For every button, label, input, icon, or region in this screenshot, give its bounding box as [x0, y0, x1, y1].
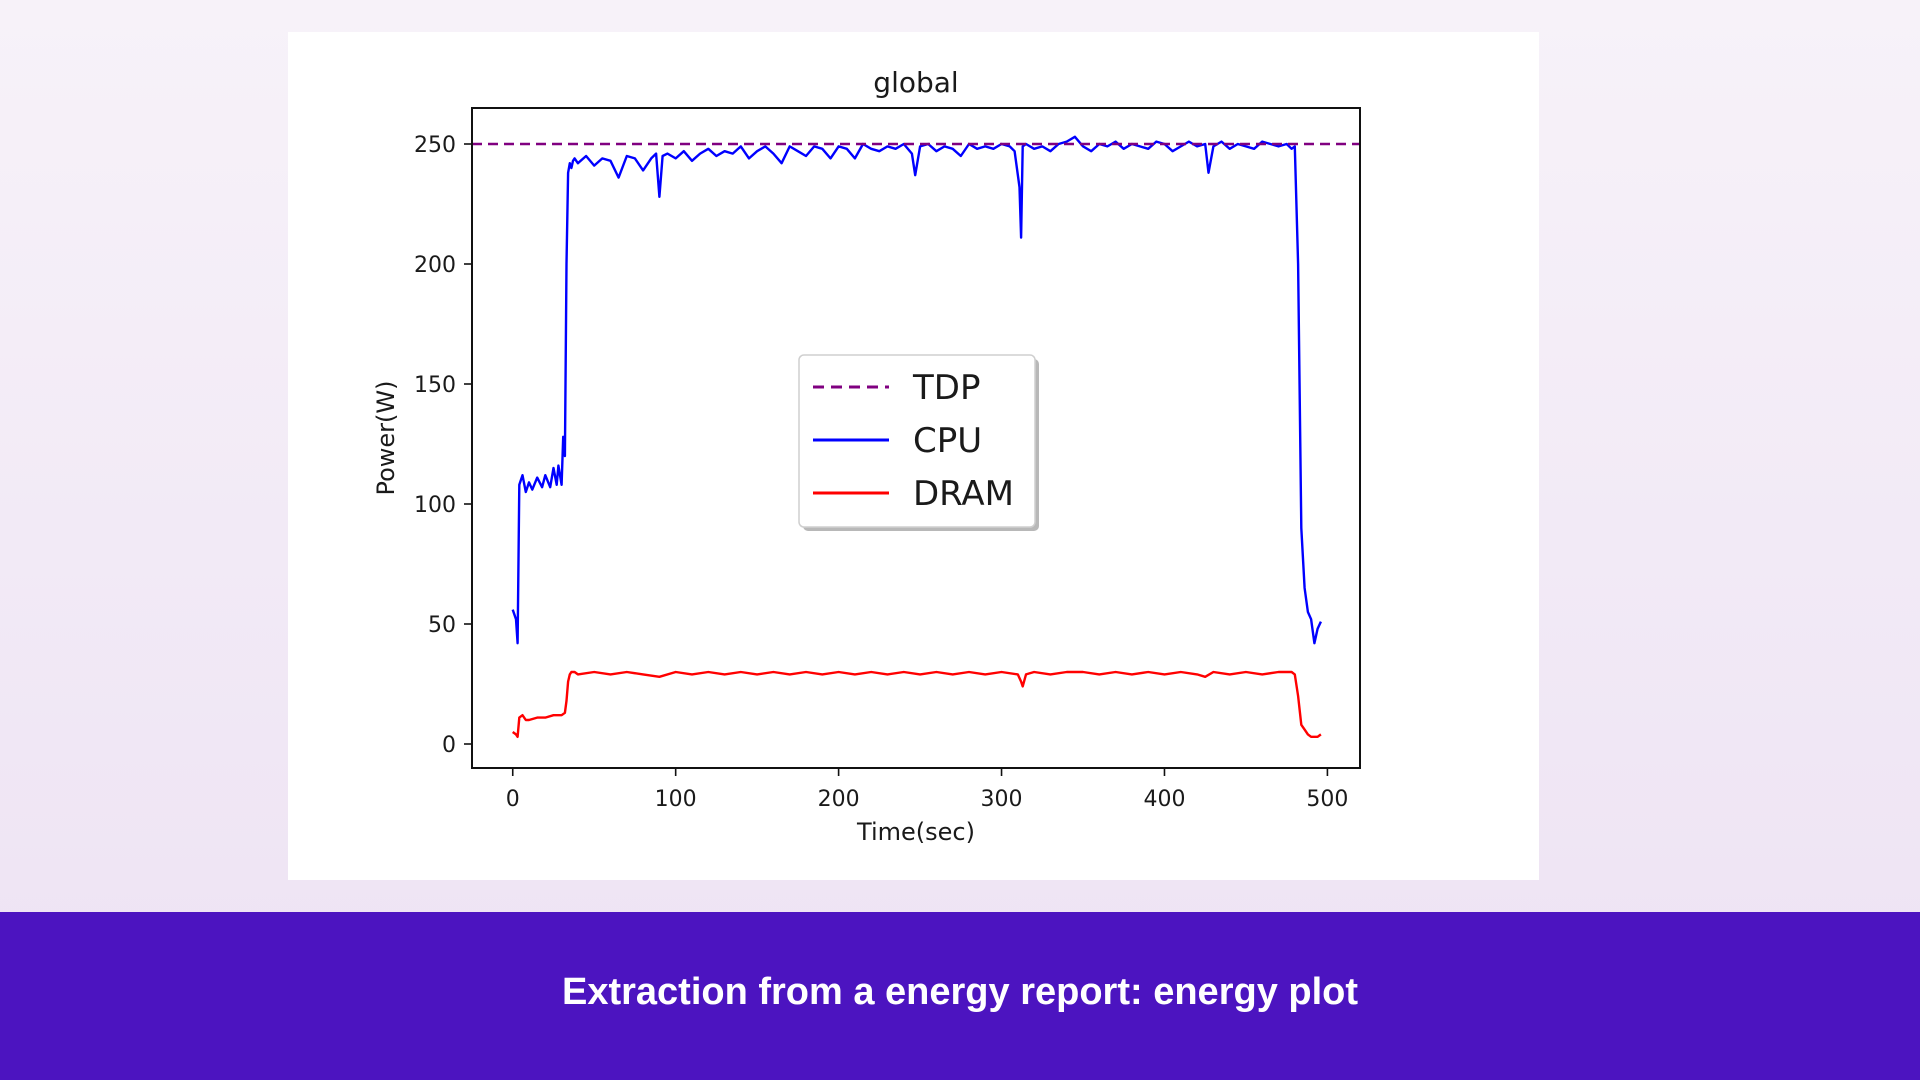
legend-box	[798, 354, 1036, 528]
figure-card: 0 100 200 300 400 500 0 50 100 150 200 250 global Tim…	[288, 32, 1539, 880]
energy-chart: 0 100 200 300 400 500 0 50 100 150 200 250 global Tim…	[372, 66, 1361, 846]
legend-label-cpu: CPU	[913, 421, 982, 461]
x-tick-label: 500	[1306, 787, 1348, 812]
y-tick-label: 100	[414, 493, 456, 518]
x-tick-label: 400	[1143, 787, 1185, 812]
x-tick-label: 0	[506, 787, 520, 812]
chart-title: global	[873, 66, 958, 99]
y-tick-label: 0	[442, 733, 456, 758]
caption-text: Extraction from a energy report: energy …	[561, 970, 1359, 1013]
y-tick-label: 50	[428, 613, 456, 638]
y-tick-label: 250	[414, 133, 456, 158]
x-tick-label: 100	[655, 787, 697, 812]
y-tick-label: 200	[414, 253, 456, 278]
x-tick-label: 200	[818, 787, 860, 812]
x-tick-label: 300	[981, 787, 1023, 812]
caption-bar: Extraction from a energy report: energy …	[0, 912, 1920, 1080]
y-tick-label: 150	[414, 373, 456, 398]
legend-label-dram: DRAM	[913, 474, 1014, 514]
plot-frame	[471, 107, 1361, 769]
series-line-dram	[511, 670, 1322, 738]
legend-label-tdp: TDP	[912, 368, 980, 408]
x-axis-label: Time(sec)	[856, 818, 975, 846]
y-axis-label: Power(W)	[372, 380, 400, 495]
